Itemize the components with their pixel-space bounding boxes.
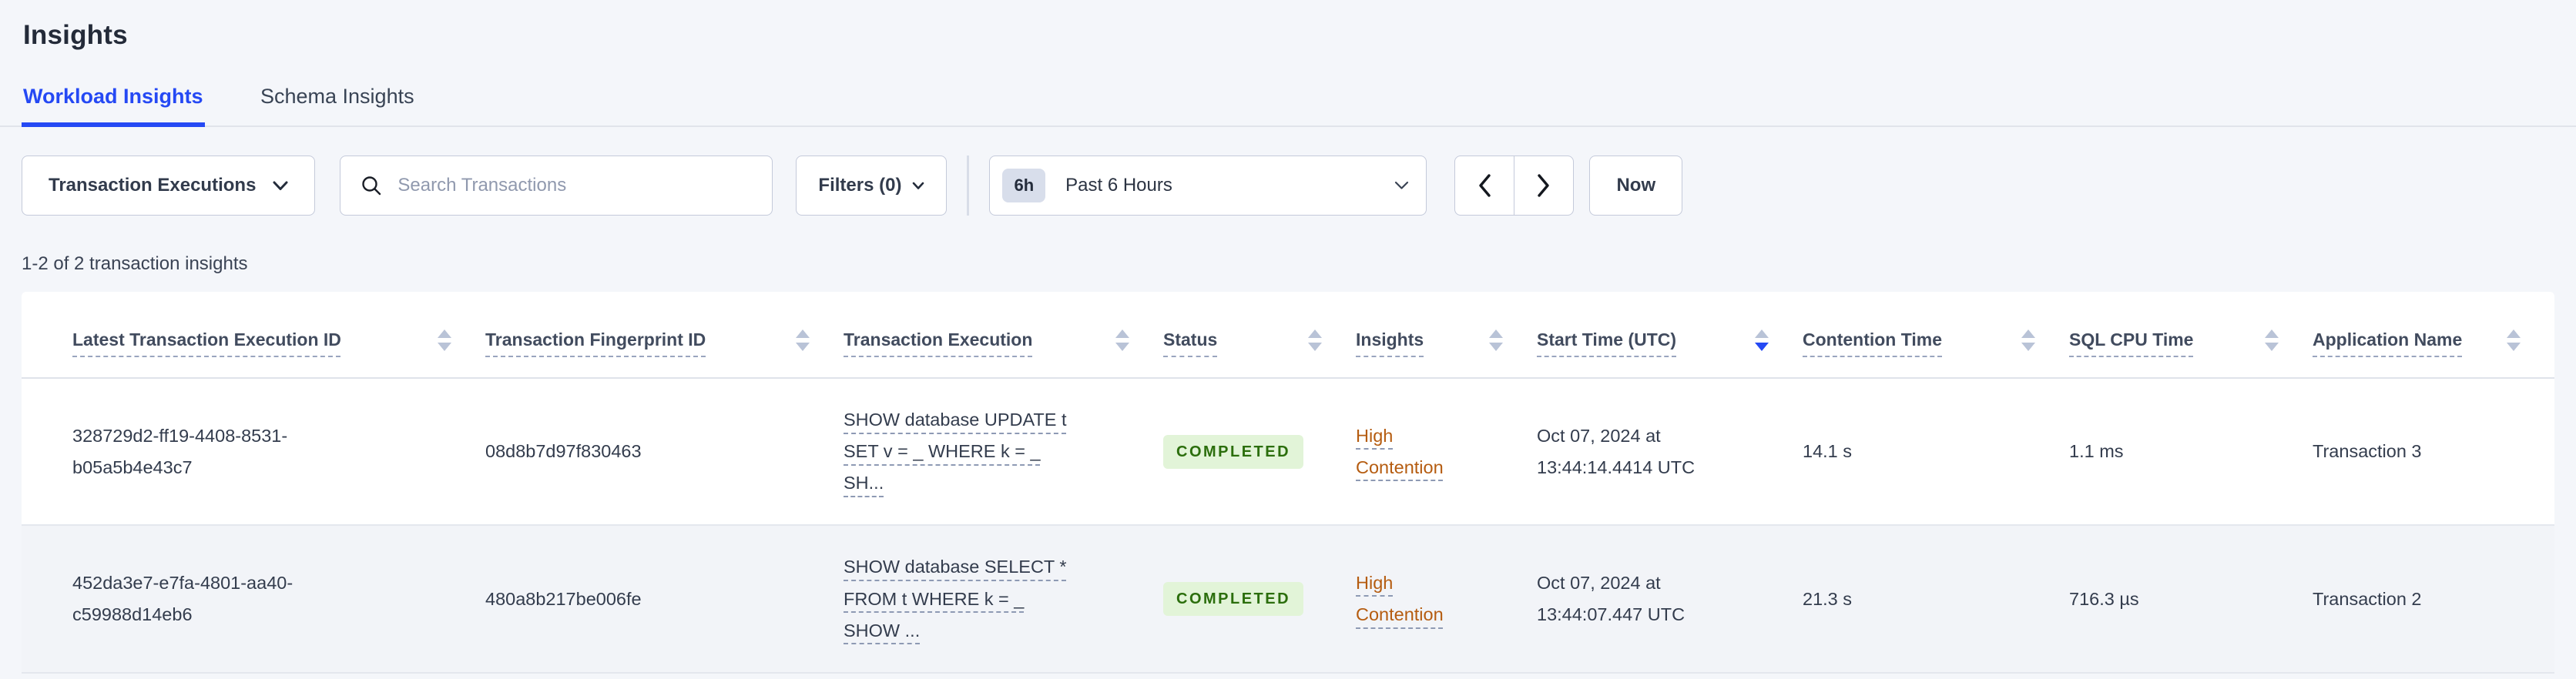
transaction-insights-table: Latest Transaction Execution ID Transact… bbox=[22, 292, 2554, 674]
filters-button[interactable]: Filters (0) bbox=[796, 156, 948, 216]
latest-execution-id-cell: 452da3e7-e7fa-4801-aa40-c59988d14eb6 bbox=[72, 572, 293, 625]
insights-table-card: Latest Transaction Execution ID Transact… bbox=[22, 292, 2554, 674]
sort-arrows-icon bbox=[2507, 329, 2521, 351]
next-range-button[interactable] bbox=[1514, 156, 1575, 216]
sql-cpu-time-cell: 1.1 ms bbox=[2069, 441, 2124, 462]
status-badge: COMPLETED bbox=[1163, 582, 1304, 617]
contention-time-cell: 21.3 s bbox=[1803, 588, 1853, 609]
sql-cpu-time-cell: 716.3 µs bbox=[2069, 588, 2139, 609]
table-row: 328729d2-ff19-4408-8531-b05a5b4e43c7 08d… bbox=[22, 378, 2554, 526]
column-header-transaction-execution[interactable]: Transaction Execution bbox=[844, 292, 1163, 379]
search-icon bbox=[361, 175, 382, 196]
tab-workload-insights[interactable]: Workload Insights bbox=[22, 85, 205, 127]
time-range-badge: 6h bbox=[1002, 169, 1046, 202]
column-header-latest-transaction-execution-id[interactable]: Latest Transaction Execution ID bbox=[22, 292, 485, 379]
sort-arrows-icon bbox=[2265, 329, 2279, 351]
column-header-sql-cpu-time[interactable]: SQL CPU Time bbox=[2069, 292, 2313, 379]
sort-arrows-icon bbox=[1755, 329, 1769, 351]
sort-arrows-icon bbox=[1308, 329, 1322, 351]
page-title: Insights bbox=[23, 20, 128, 50]
column-header-status[interactable]: Status bbox=[1163, 292, 1356, 379]
column-header-contention-time[interactable]: Contention Time bbox=[1803, 292, 2069, 379]
column-header-insights[interactable]: Insights bbox=[1356, 292, 1537, 379]
application-name-cell: Transaction 3 bbox=[2313, 441, 2422, 462]
transaction-execution-link[interactable]: SHOW database SELECT * FROM t WHERE k = … bbox=[844, 557, 1067, 641]
fingerprint-id-cell: 480a8b217be006fe bbox=[485, 588, 642, 609]
execution-type-label: Transaction Executions bbox=[49, 175, 257, 196]
chevron-down-icon bbox=[273, 181, 288, 191]
chevron-right-icon bbox=[1537, 173, 1551, 198]
fingerprint-id-cell: 08d8b7d97f830463 bbox=[485, 441, 642, 462]
chevron-down-icon bbox=[912, 182, 924, 190]
results-summary: 1-2 of 2 transaction insights bbox=[22, 253, 248, 274]
chevron-down-icon bbox=[1394, 181, 1409, 190]
time-range-select[interactable]: 6h Past 6 Hours bbox=[989, 156, 1427, 216]
tab-schema-insights[interactable]: Schema Insights bbox=[260, 85, 414, 108]
search-box[interactable] bbox=[340, 156, 773, 216]
insight-link[interactable]: High Contention bbox=[1356, 572, 1444, 625]
previous-range-button[interactable] bbox=[1454, 156, 1515, 216]
column-header-application-name[interactable]: Application Name bbox=[2313, 292, 2554, 379]
insights-page: Insights Workload Insights Schema Insigh… bbox=[0, 20, 2576, 674]
search-input[interactable] bbox=[396, 174, 753, 197]
table-row: 452da3e7-e7fa-4801-aa40-c59988d14eb6 480… bbox=[22, 525, 2554, 673]
time-range-pager bbox=[1454, 156, 1575, 216]
toolbar: Transaction Executions Filters (0) 6h Pa… bbox=[22, 155, 2554, 216]
sort-arrows-icon bbox=[2021, 329, 2035, 351]
column-header-transaction-fingerprint-id[interactable]: Transaction Fingerprint ID bbox=[485, 292, 844, 379]
start-time-cell: Oct 07, 2024 at 13:44:07.447 UTC bbox=[1537, 572, 1685, 625]
sort-arrows-icon bbox=[1489, 329, 1503, 351]
column-header-start-time[interactable]: Start Time (UTC) bbox=[1537, 292, 1803, 379]
start-time-cell: Oct 07, 2024 at 13:44:14.4414 UTC bbox=[1537, 425, 1696, 477]
sort-arrows-icon bbox=[796, 329, 810, 351]
now-button[interactable]: Now bbox=[1589, 156, 1683, 216]
contention-time-cell: 14.1 s bbox=[1803, 441, 1853, 462]
time-range-label: Past 6 Hours bbox=[1065, 175, 1172, 196]
latest-execution-id-cell: 328729d2-ff19-4408-8531-b05a5b4e43c7 bbox=[72, 425, 288, 477]
insight-link[interactable]: High Contention bbox=[1356, 425, 1444, 477]
application-name-cell: Transaction 2 bbox=[2313, 588, 2422, 609]
toolbar-divider bbox=[967, 156, 970, 216]
execution-type-dropdown[interactable]: Transaction Executions bbox=[22, 156, 316, 216]
now-label: Now bbox=[1616, 175, 1656, 196]
filters-label: Filters (0) bbox=[818, 175, 902, 196]
transaction-execution-link[interactable]: SHOW database UPDATE t SET v = _ WHERE k… bbox=[844, 410, 1067, 493]
sort-arrows-icon bbox=[438, 329, 451, 351]
status-badge: COMPLETED bbox=[1163, 434, 1304, 469]
table-header-row: Latest Transaction Execution ID Transact… bbox=[22, 292, 2554, 379]
sort-arrows-icon bbox=[1115, 329, 1129, 351]
chevron-left-icon bbox=[1478, 173, 1491, 198]
tabs-bar: Workload Insights Schema Insights bbox=[0, 85, 2576, 127]
